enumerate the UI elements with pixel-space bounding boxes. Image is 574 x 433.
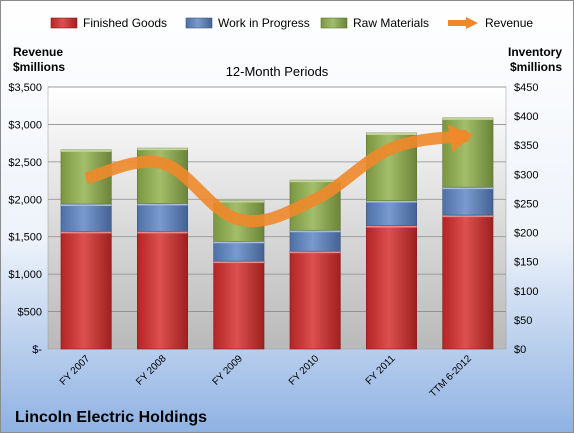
x-tick-label: FY 2009 xyxy=(211,353,246,388)
left-tick-label: $2,000 xyxy=(8,194,42,206)
bar-top-highlight xyxy=(137,231,188,234)
bar-work-in-progress xyxy=(289,229,341,252)
legend-swatch xyxy=(320,17,348,29)
legend-arrow-revenue xyxy=(466,17,478,29)
left-tick-label: $500 xyxy=(18,307,42,319)
bar-top-highlight xyxy=(366,200,417,203)
left-tick-label: $3,000 xyxy=(8,119,42,131)
company-caption: Lincoln Electric Holdings xyxy=(15,409,207,426)
legend-label: Finished Goods xyxy=(83,16,167,30)
legend-label: Revenue xyxy=(485,16,533,30)
legend-swatch xyxy=(185,17,213,29)
x-tick-label: FY 2010 xyxy=(287,353,322,388)
right-tick-label: $200 xyxy=(514,228,538,240)
bar-top-highlight xyxy=(60,204,112,207)
bar-top-highlight xyxy=(442,215,494,218)
left-tick-label: $1,000 xyxy=(8,269,42,281)
legend-swatch xyxy=(50,17,78,29)
x-tick-label: FY 2008 xyxy=(134,353,169,388)
left-tick-label: $2,500 xyxy=(8,157,42,169)
left-tick-label: $- xyxy=(32,344,42,356)
bar-work-in-progress xyxy=(213,240,265,262)
legend-label: Work in Progress xyxy=(218,16,310,30)
bar-top-highlight xyxy=(366,225,417,228)
right-axis-ticks: $0 $50 $100 $150 $200 $250 $300 $350 $400 $450 xyxy=(514,82,538,356)
revenue-arrowhead xyxy=(447,124,474,153)
bar-top-highlight xyxy=(289,180,341,183)
bar-top-highlight xyxy=(442,187,494,190)
left-axis-label-line2: $millions xyxy=(13,60,65,74)
right-tick-label: $300 xyxy=(514,169,538,181)
bar-top-highlight xyxy=(366,132,417,135)
chart-title: 12-Month Periods xyxy=(226,64,329,79)
x-tick-label: TTM 6-2012 xyxy=(428,353,475,400)
bar-top-highlight xyxy=(60,149,112,152)
bar-top-highlight xyxy=(137,203,188,206)
right-tick-label: $150 xyxy=(514,257,538,269)
left-tick-label: $3,500 xyxy=(8,82,42,94)
left-tick-label: $1,500 xyxy=(8,232,42,244)
x-tick-label: FY 2007 xyxy=(58,353,93,388)
legend: Finished Goods Work in Progress Raw Materi… xyxy=(50,16,533,30)
left-axis-ticks: $- $500 $1,000 $1,500 $2,000 $2,500 $3,000 $3,5… xyxy=(8,82,42,356)
bar-top-highlight xyxy=(213,200,265,203)
bar-finished-goods xyxy=(60,231,112,350)
bar-top-highlight xyxy=(289,251,341,254)
bars xyxy=(60,117,494,350)
gridlines xyxy=(48,86,506,312)
bar-top-highlight xyxy=(60,231,112,234)
revenue-line xyxy=(84,124,474,228)
x-axis-ticks: FY 2007 FY 2008 FY 2009 FY 2010 FY 2011 TTM 6… xyxy=(58,353,474,400)
x-tick-label: FY 2011 xyxy=(364,353,398,387)
right-tick-label: $50 xyxy=(514,315,532,327)
bar-work-in-progress xyxy=(442,186,494,216)
bar-work-in-progress xyxy=(60,203,112,232)
bar-finished-goods xyxy=(442,214,494,350)
right-tick-label: $0 xyxy=(514,344,526,356)
revenue-line-path xyxy=(84,129,469,228)
right-tick-label: $450 xyxy=(514,82,538,94)
bar-top-highlight xyxy=(442,117,494,120)
bar-finished-goods xyxy=(137,231,188,350)
bar-top-highlight xyxy=(213,241,265,244)
legend-label: Raw Materials xyxy=(353,16,429,30)
bar-finished-goods xyxy=(366,225,417,350)
right-axis-label-line2: $millions xyxy=(510,60,562,74)
right-tick-label: $250 xyxy=(514,198,538,210)
bar-top-highlight xyxy=(137,148,188,151)
left-axis-label-line1: Revenue xyxy=(13,45,63,59)
right-tick-label: $400 xyxy=(514,111,538,123)
bar-finished-goods xyxy=(289,250,341,350)
bar-finished-goods xyxy=(213,260,265,350)
bar-top-highlight xyxy=(289,230,341,233)
bar-top-highlight xyxy=(213,261,265,264)
right-tick-label: $350 xyxy=(514,140,538,152)
bar-work-in-progress xyxy=(366,200,417,226)
right-tick-label: $100 xyxy=(514,286,538,298)
right-axis-label-line1: Inventory xyxy=(508,45,562,59)
bar-work-in-progress xyxy=(137,203,188,232)
